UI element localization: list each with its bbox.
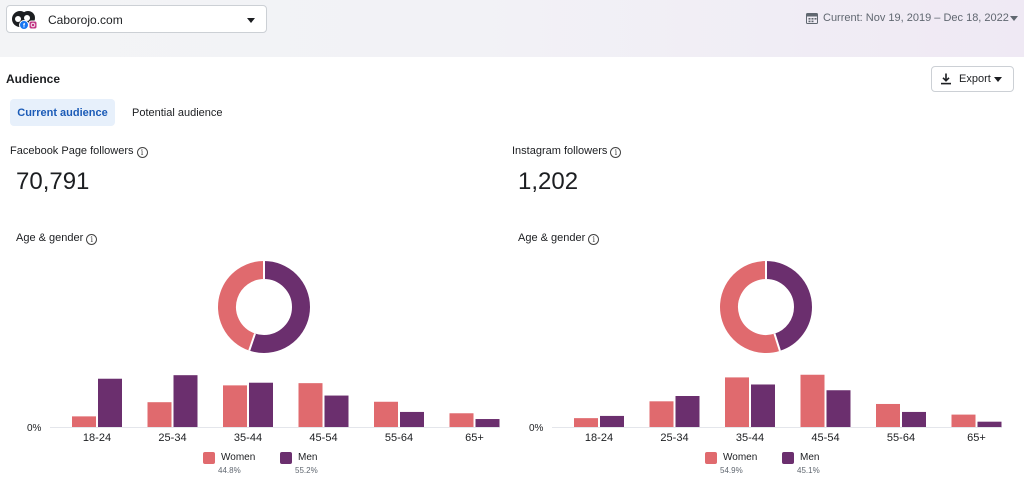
chevron-down-icon [1010,16,1018,21]
instagram-followers-label-text: Instagram followers [512,145,608,157]
chart-svg: 18-24 25-34 35-44 45-54 55-64 65+ 0% [529,261,1002,444]
bar-women-35-44 [223,385,247,427]
facebook-age-gender-chart: 18-24 25-34 35-44 45-54 55-64 65+ 0% [0,255,500,490]
bar-women-55-64 [876,403,900,427]
facebook-age-gender-label: Age & gender i [16,232,98,245]
page-title: Audience [6,72,61,86]
bar-women-25-34 [147,402,172,427]
bar-men-18-24 [600,415,624,427]
chart-svg: 18-24 25-34 35-44 45-54 55-64 65+ 0% [27,261,500,444]
instagram-age-gender-chart: 18-24 25-34 35-44 45-54 55-64 65+ 0% [502,255,1002,490]
bar-women-35-44 [725,377,749,427]
x-tick-label: 35-44 [736,432,764,444]
export-button[interactable]: Export [931,66,1014,92]
bar-women-65+ [449,413,474,427]
x-tick-label: 25-34 [158,432,186,444]
x-tick-label: 18-24 [83,432,111,444]
x-tick-label: 18-24 [585,432,613,444]
info-icon[interactable]: i [86,234,98,245]
instagram-age-gender-label-text: Age & gender [518,232,586,244]
bar-men-25-34 [173,375,198,427]
bar-men-25-34 [675,396,700,427]
facebook-followers-label-text: Facebook Page followers [10,145,134,157]
export-label: Export [959,73,991,85]
x-tick-label: 25-34 [660,432,688,444]
bar-women-18-24 [574,418,598,427]
x-tick-label: 35-44 [234,432,262,444]
x-tick-label: 45-54 [811,432,839,444]
legend-swatch-women [705,452,717,464]
facebook-followers-count: 70,791 [16,168,90,195]
account-selector[interactable]: f Caborojo.com [6,5,267,33]
legend-swatch-men [280,452,292,464]
bar-women-18-24 [72,416,96,427]
x-tick-label: 65+ [465,432,484,444]
facebook-age-gender-label-text: Age & gender [16,232,84,244]
instagram-followers-label: Instagram followers i [512,145,622,158]
bar-men-18-24 [98,378,122,427]
account-avatar: f [12,11,38,30]
legend-percent: 54.9% [720,466,743,475]
instagram-age-gender-label: Age & gender i [518,232,600,245]
bar-men-55-64 [902,411,926,427]
legend-name: Women [221,452,256,463]
legend-percent: 45.1% [797,466,820,475]
svg-text:f: f [23,24,26,30]
x-tick-label: 65+ [967,432,986,444]
bar-men-45-54 [324,395,349,427]
bar-men-55-64 [400,411,424,427]
bar-men-35-44 [249,382,273,427]
top-bar: f Caborojo.com Current: Nov 19, 2019 – D… [0,0,1024,57]
bar-men-45-54 [826,390,851,427]
y-tick-label: 0% [529,423,544,434]
chevron-down-icon [994,77,1002,82]
legend-percent: 55.2% [295,466,318,475]
date-range-picker[interactable]: Current: Nov 19, 2019 – Dec 18, 2022 [806,11,1018,27]
facebook-followers-label: Facebook Page followers i [10,145,148,158]
calendar-icon [806,13,818,24]
tab-current-audience[interactable]: Current audience [10,99,115,126]
legend-swatch-men [782,452,794,464]
date-range-label: Current: Nov 19, 2019 – Dec 18, 2022 [823,12,1009,24]
facebook-icon: f [19,20,29,30]
legend-name: Men [298,452,318,463]
bar-men-35-44 [751,384,775,427]
x-tick-label: 55-64 [385,432,413,444]
chevron-down-icon [247,18,255,23]
bar-men-65+ [475,419,500,427]
x-tick-label: 45-54 [309,432,337,444]
account-name: Caborojo.com [48,13,123,27]
tab-potential-audience[interactable]: Potential audience [132,107,223,119]
legend-swatch-women [203,452,215,464]
y-tick-label: 0% [27,423,42,434]
info-icon[interactable]: i [588,234,600,245]
download-icon [941,73,951,85]
instagram-icon [28,20,38,30]
info-icon[interactable]: i [610,147,622,158]
info-icon[interactable]: i [136,147,148,158]
bar-women-25-34 [649,401,674,427]
bar-women-45-54 [298,383,323,427]
bar-women-65+ [951,414,976,427]
legend-name: Women [723,452,758,463]
bar-women-45-54 [800,374,825,427]
bar-women-55-64 [374,401,398,427]
legend-percent: 44.8% [218,466,241,475]
legend-name: Men [800,452,820,463]
x-tick-label: 55-64 [887,432,915,444]
bar-men-65+ [977,421,1002,427]
instagram-followers-count: 1,202 [518,168,579,195]
